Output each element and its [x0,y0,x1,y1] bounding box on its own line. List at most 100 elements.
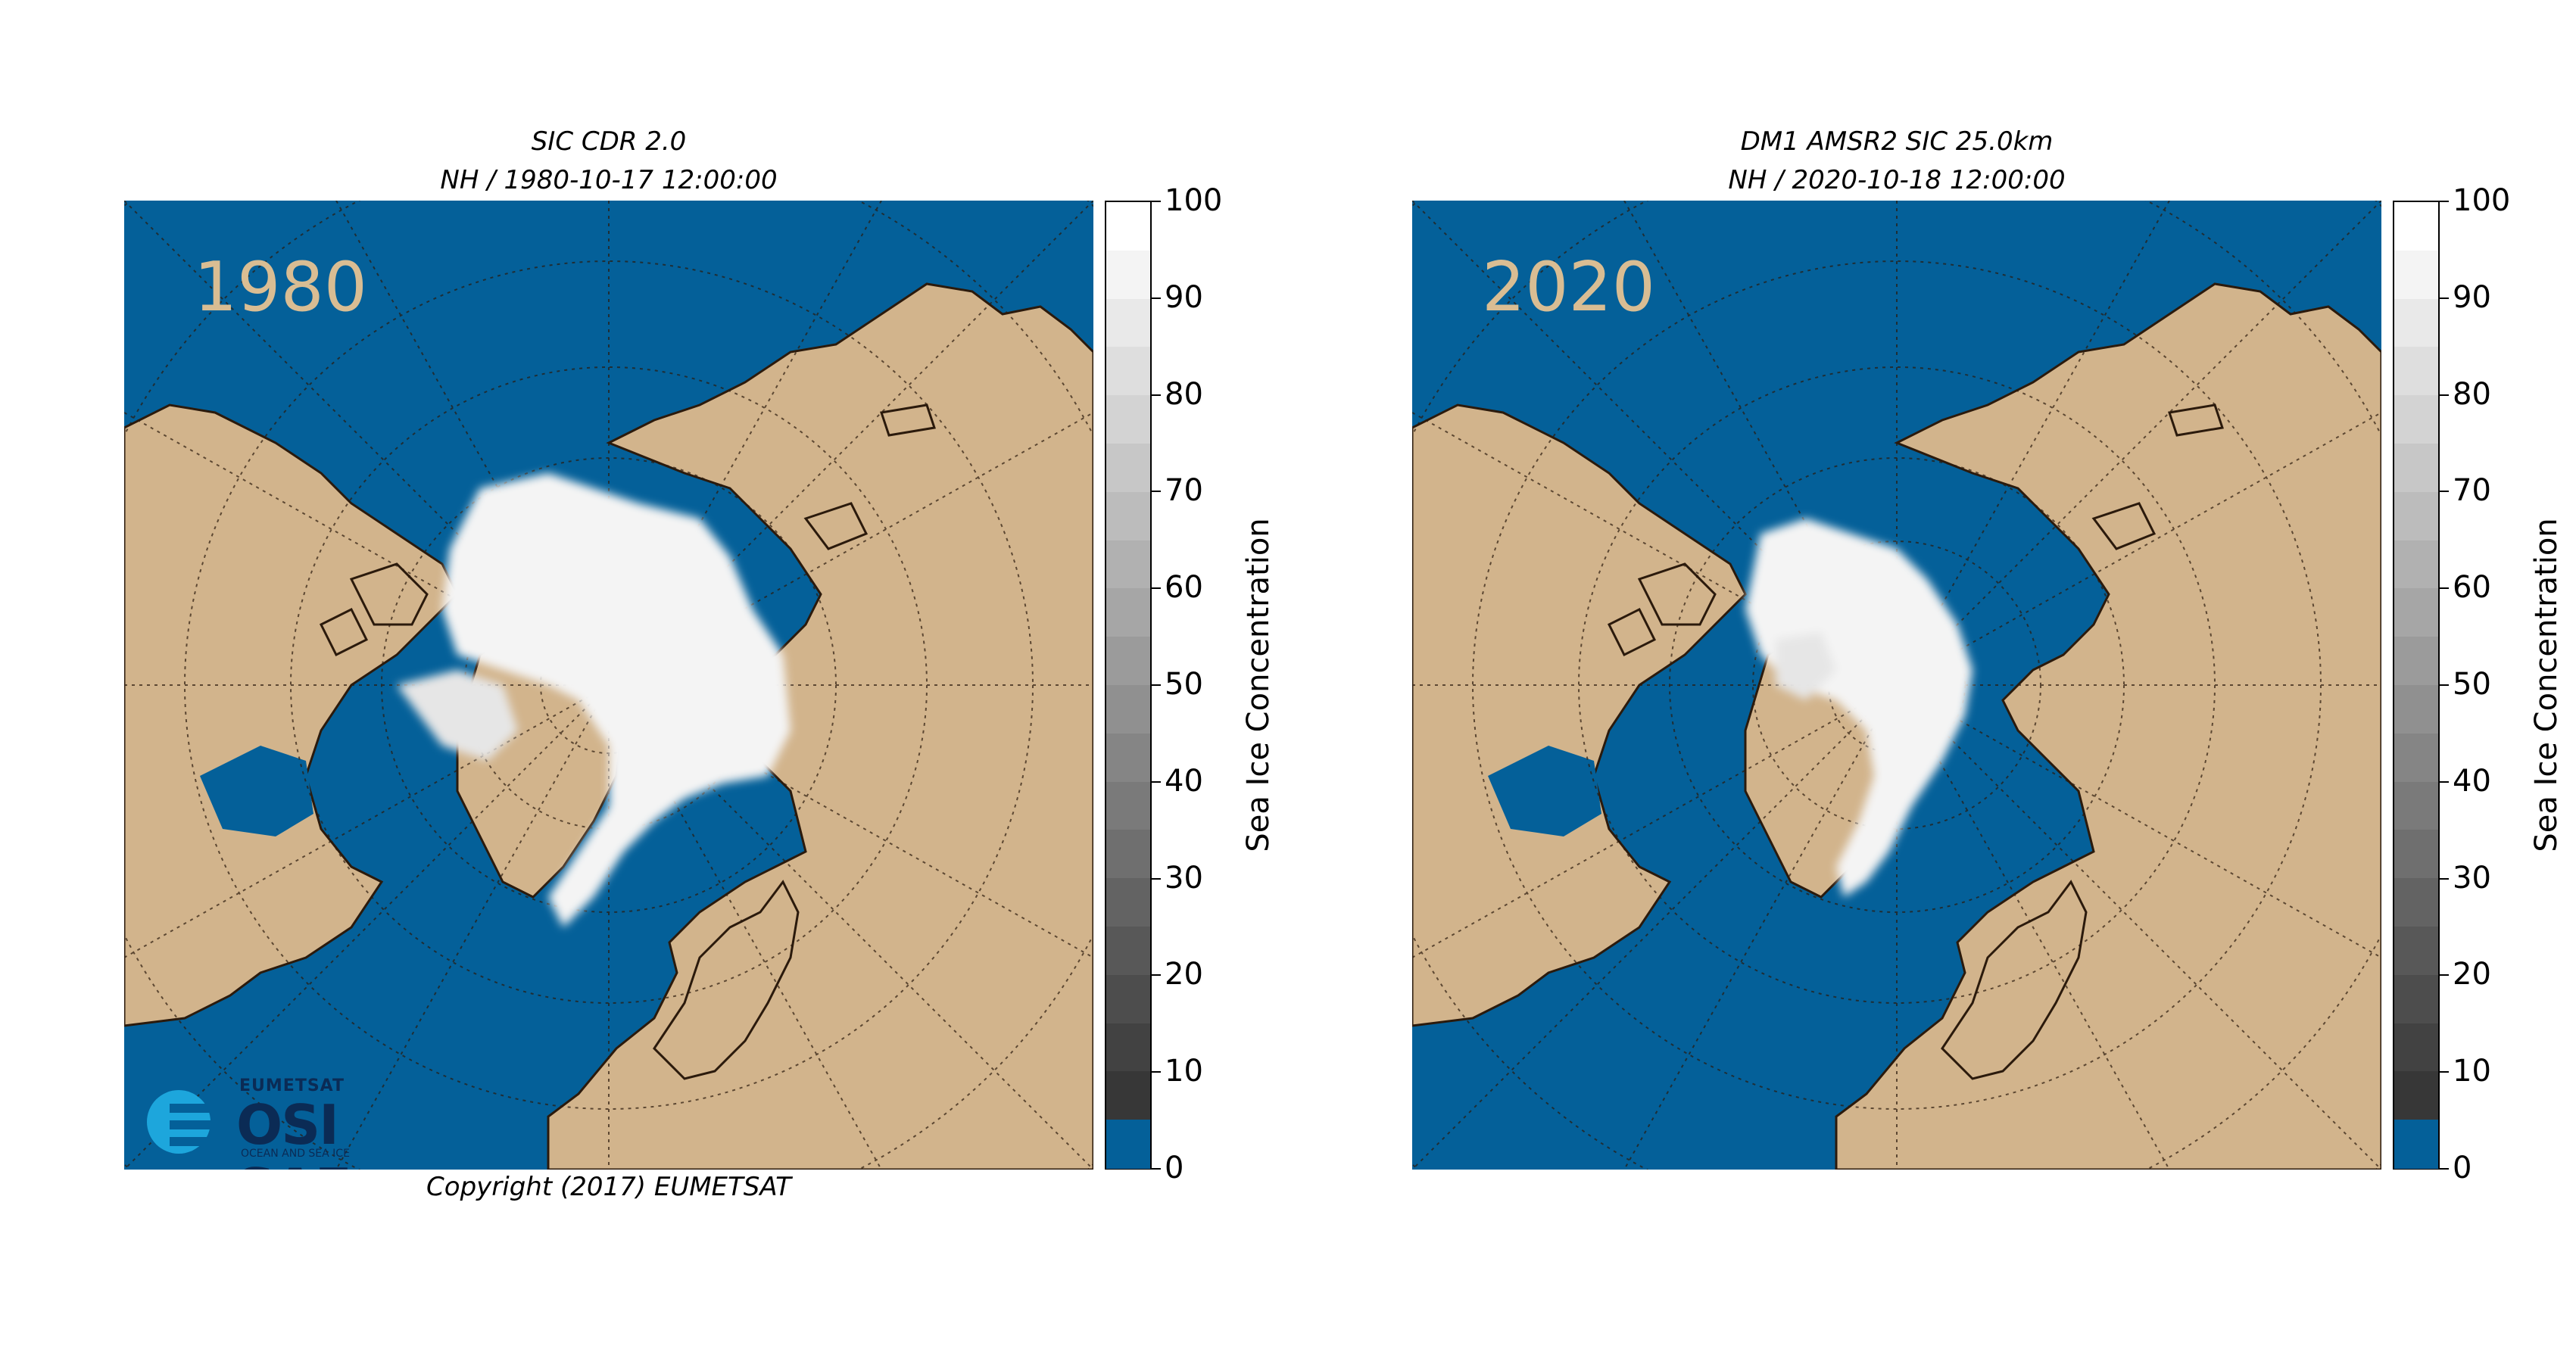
colorbar-segment [2394,685,2438,734]
colorbar-tick-label: 50 [1165,667,1203,702]
colorbar-tick-label: 0 [1165,1151,1184,1185]
colorbar-segment [2394,878,2438,927]
colorbar-tick-label: 20 [1165,957,1203,992]
colorbar-tick [2440,587,2449,590]
osi-saf-logo: EUMETSAT OSI SAF OCEAN AND SEA ICE [139,1060,412,1170]
colorbar-tick [1152,1071,1161,1073]
colorbar-segment [1106,395,1150,444]
colorbar-tick-label: 80 [2453,376,2491,412]
colorbar-tick-label: 90 [1165,279,1203,315]
colorbar-segment [1106,1120,1150,1169]
colorbar-tick-label: 40 [1165,763,1203,799]
colorbar-tick-label: 30 [2453,860,2491,896]
year-label: 2020 [1482,248,1656,327]
colorbar-tick [1152,201,1161,202]
colorbar-tick [1152,297,1161,299]
colorbar-tick [2440,297,2449,299]
colorbar-segment [2394,588,2438,638]
colorbar-segment [1106,347,1150,397]
colorbar-segment [2394,444,2438,493]
map-subtitle: NH / 1980-10-17 12:00:00 [440,165,778,195]
colorbar-tick [1152,877,1161,880]
colorbar-segment [1106,927,1150,976]
colorbar-segment [2394,347,2438,397]
colorbar-tick [2440,780,2449,783]
colorbar-segment [2394,250,2438,300]
colorbar-segment [1106,1023,1150,1073]
colorbar-segment [1106,781,1150,831]
colorbar-segment [2394,927,2438,976]
year-label: 1980 [194,248,368,327]
colorbar-tick [1152,491,1161,493]
colorbar-tick-label: 0 [2453,1151,2472,1185]
colorbar-segment [1106,298,1150,348]
colorbar-tick [2440,394,2449,396]
map-title: SIC CDR 2.0 [531,126,687,157]
colorbar-segment [1106,1071,1150,1121]
panel-2020: DM1 AMSR2 SIC 25.0km NH / 2020-10-18 12:… [1288,0,2576,1352]
colorbar-segment [2394,1120,2438,1169]
colorbar-tick-label: 50 [2453,667,2491,702]
colorbar-segment [2394,395,2438,444]
colorbar-tick [2440,974,2449,977]
colorbar-segment [1106,202,1150,251]
colorbar-segment [2394,637,2438,686]
polar-map-graphic [1412,201,2381,1170]
colorbar-segment [1106,444,1150,493]
colorbar [2393,201,2440,1170]
logo-subtitle: OCEAN AND SEA ICE [241,1148,350,1160]
colorbar-segment [1106,491,1150,541]
colorbar-tick [1152,974,1161,977]
colorbar-segment [1106,733,1150,783]
map-title: DM1 AMSR2 SIC 25.0km [1740,126,2054,157]
colorbar-tick [1152,394,1161,396]
colorbar-tick-label: 40 [2453,763,2491,799]
colorbar-segment [2394,1071,2438,1121]
colorbar-segment [1106,250,1150,300]
colorbar-tick [1152,1168,1161,1170]
colorbar-tick [1152,587,1161,590]
colorbar-segment [1106,974,1150,1024]
colorbar-tick-label: 70 [1165,473,1203,509]
colorbar-tick-label: 100 [1165,183,1223,218]
colorbar-segment [2394,830,2438,880]
colorbar-tick [1152,780,1161,783]
colorbar-segment [2394,298,2438,348]
colorbar-tick [2440,201,2449,202]
copyright-text: Copyright (2017) EUMETSAT [426,1172,791,1202]
polar-map-graphic [124,201,1093,1170]
colorbar-tick [1152,684,1161,686]
colorbar-segment [2394,733,2438,783]
logo-org: EUMETSAT [239,1076,345,1095]
map-subtitle: NH / 2020-10-18 12:00:00 [1728,165,2066,195]
colorbar-tick [2440,877,2449,880]
colorbar-tick-label: 100 [2453,183,2511,218]
colorbar-tick-label: 20 [2453,957,2491,992]
colorbar-tick-label: 10 [2453,1054,2491,1089]
logo-name: OSI SAF [236,1093,352,1170]
colorbar [1105,201,1152,1170]
colorbar-tick [2440,1168,2449,1170]
colorbar-segment [1106,637,1150,686]
logo-mark-icon [147,1090,211,1154]
colorbar-tick-label: 60 [2453,570,2491,606]
colorbar-segment [2394,781,2438,831]
colorbar-segment [1106,878,1150,927]
colorbar-segment [1106,830,1150,880]
colorbar-tick [2440,1071,2449,1073]
colorbar-tick [2440,684,2449,686]
colorbar-segment [2394,540,2438,590]
colorbar-segment [1106,540,1150,590]
colorbar-tick-label: 30 [1165,860,1203,896]
colorbar-label: Sea Ice Concentration [1241,518,1276,852]
colorbar-tick-label: 80 [1165,376,1203,412]
colorbar-segment [1106,685,1150,734]
colorbar-tick-label: 70 [2453,473,2491,509]
colorbar-tick [2440,491,2449,493]
colorbar-tick-label: 90 [2453,279,2491,315]
sea-ice-map: 2020 [1412,201,2381,1170]
colorbar-tick-label: 10 [1165,1054,1203,1089]
colorbar-tick-label: 60 [1165,570,1203,606]
colorbar-segment [2394,974,2438,1024]
colorbar-segment [1106,588,1150,638]
